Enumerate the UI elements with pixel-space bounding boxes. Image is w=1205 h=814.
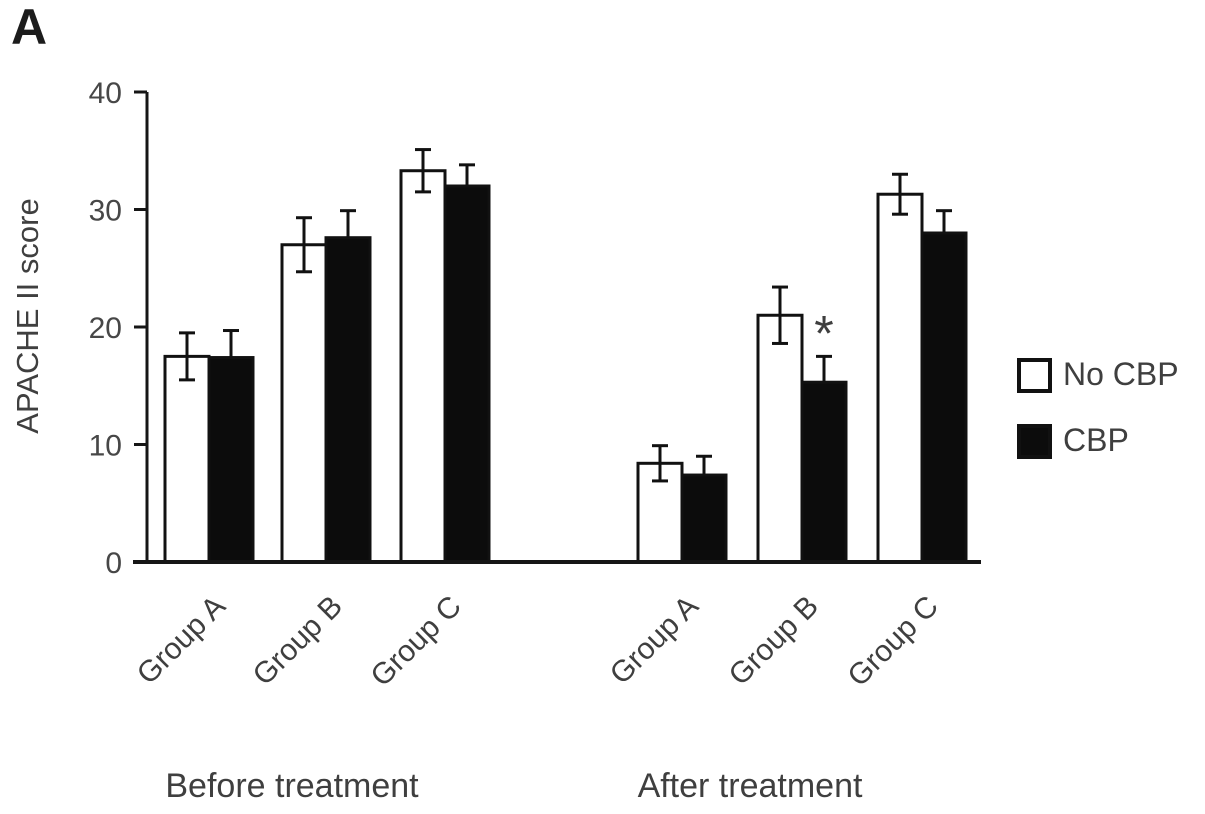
group-label: Group C	[841, 590, 945, 694]
bar-cbp	[680, 473, 728, 564]
group-label: Group C	[364, 590, 468, 694]
y-tick-label: 30	[89, 195, 122, 228]
y-tick-label: 0	[105, 547, 122, 580]
legend-label: CBP	[1063, 422, 1129, 458]
bar-cbp	[443, 184, 491, 564]
bar-cbp	[800, 380, 848, 564]
legend-label: No CBP	[1063, 356, 1179, 392]
y-axis-title: APACHE II score	[10, 198, 45, 433]
bar-no-cbp	[163, 354, 211, 564]
bar-cbp	[207, 356, 255, 564]
group-label: Group B	[723, 590, 825, 692]
bar-no-cbp	[756, 313, 804, 564]
y-tick-label: 10	[89, 430, 122, 463]
bar-cbp	[324, 236, 372, 564]
bar-no-cbp	[399, 169, 447, 564]
bar-cbp	[920, 231, 968, 564]
legend-swatch-no-cbp	[1017, 358, 1052, 393]
group-label: Group A	[131, 590, 232, 691]
y-tick-label: 40	[89, 77, 122, 110]
group-label: Group B	[247, 590, 349, 692]
bar-no-cbp	[876, 192, 924, 564]
panel-label: A	[11, 0, 48, 55]
significance-asterisk: *	[814, 305, 833, 361]
group-label: Group A	[604, 590, 705, 691]
section-label: Before treatment	[165, 767, 419, 805]
legend-swatch-cbp	[1017, 424, 1052, 459]
y-tick-label: 20	[89, 312, 122, 345]
bar-no-cbp	[280, 243, 328, 564]
section-label: After treatment	[638, 767, 863, 805]
